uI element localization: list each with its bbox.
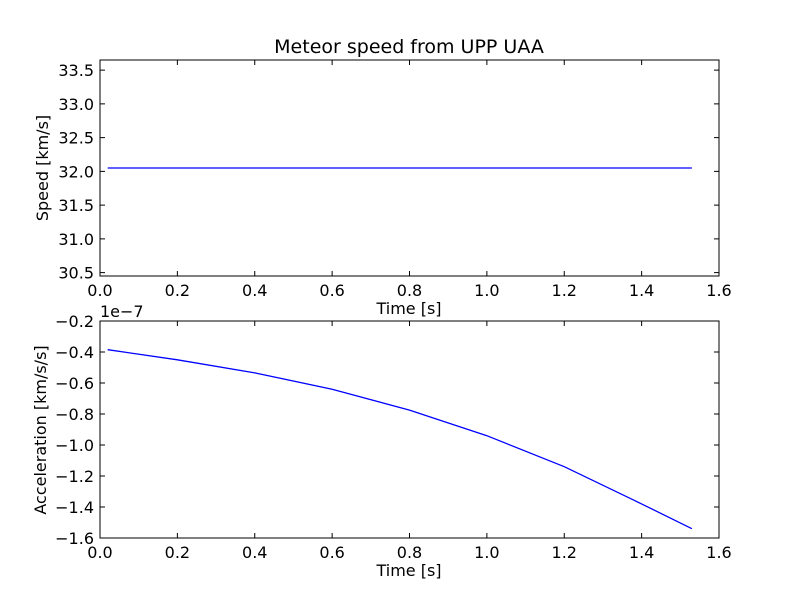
- speed-chart-tick-labels: 0.0 0.2 0.4 0.6 0.8 1.0 1.2 1.4 1.6 30.5 31.0 31.5 3…: [58, 61, 731, 300]
- acceleration-y-tick-label: −1.2: [55, 467, 94, 486]
- speed-x-axis-label: Time [s]: [375, 299, 441, 318]
- speed-y-axis-label: Speed [km/s]: [33, 115, 52, 221]
- speed-y-tick-label: 33.0: [58, 95, 94, 114]
- speed-x-tick-label: 0.8: [397, 281, 422, 300]
- acceleration-x-tick-label: 0.4: [242, 543, 267, 562]
- acceleration-series-line: [107, 349, 693, 530]
- acceleration-x-tick-label: 0.6: [319, 543, 344, 562]
- acceleration-y-axis-label: Acceleration [km/s/s]: [31, 345, 50, 514]
- acceleration-y-tick-label: −0.6: [55, 374, 94, 393]
- speed-x-tick-label: 0.2: [165, 281, 190, 300]
- speed-x-tick-label: 0.4: [242, 281, 267, 300]
- acceleration-x-tick-label: 1.0: [474, 543, 499, 562]
- acceleration-x-tick-label: 1.4: [629, 543, 654, 562]
- speed-y-tick-label: 32.0: [58, 162, 94, 181]
- acceleration-chart: 0.0 0.2 0.4 0.6 0.8 1.0 1.2 1.4 1.6 −1.6 −1.4 −1.2 −…: [31, 302, 732, 580]
- acceleration-y-tick-label: −0.2: [55, 312, 94, 331]
- acceleration-y-tick-label: −0.8: [55, 405, 94, 424]
- acceleration-y-tick-label: −1.4: [55, 498, 94, 517]
- speed-x-tick-label: 1.0: [474, 281, 499, 300]
- speed-y-tick-label: 31.0: [58, 230, 94, 249]
- acceleration-y-tick-label: −1.0: [55, 436, 94, 455]
- speed-x-tick-label: 1.6: [706, 281, 731, 300]
- acceleration-x-tick-label: 1.6: [706, 543, 731, 562]
- speed-y-tick-label: 31.5: [58, 196, 94, 215]
- acceleration-chart-tick-labels: 0.0 0.2 0.4 0.6 0.8 1.0 1.2 1.4 1.6 −1.6 −1.4 −1.2 −…: [55, 312, 732, 562]
- acceleration-x-tick-label: 0.2: [165, 543, 190, 562]
- acceleration-y-tick-label: −1.6: [55, 529, 94, 548]
- speed-x-tick-label: 0.0: [87, 281, 112, 300]
- speed-chart: Meteor speed from UPP UAA 0.0 0.2 0.4 0.6 0.…: [33, 36, 732, 318]
- speed-y-tick-label: 33.5: [58, 61, 94, 80]
- speed-y-tick-label: 30.5: [58, 264, 94, 283]
- acceleration-axes-frame: [99, 320, 720, 539]
- acceleration-x-axis-label: Time [s]: [375, 561, 441, 580]
- speed-x-tick-label: 1.4: [629, 281, 654, 300]
- acceleration-x-tick-label: 1.2: [552, 543, 577, 562]
- acceleration-x-tick-label: 0.8: [397, 543, 422, 562]
- speed-axes-frame: [99, 59, 720, 277]
- acceleration-y-tick-label: −0.4: [55, 343, 94, 362]
- speed-x-tick-label: 0.6: [319, 281, 344, 300]
- speed-chart-title: Meteor speed from UPP UAA: [274, 36, 544, 58]
- acceleration-x-tick-label: 0.0: [87, 543, 112, 562]
- speed-x-tick-label: 1.2: [552, 281, 577, 300]
- speed-y-tick-label: 32.5: [58, 129, 94, 148]
- acceleration-offset-text: 1e−7: [100, 302, 144, 321]
